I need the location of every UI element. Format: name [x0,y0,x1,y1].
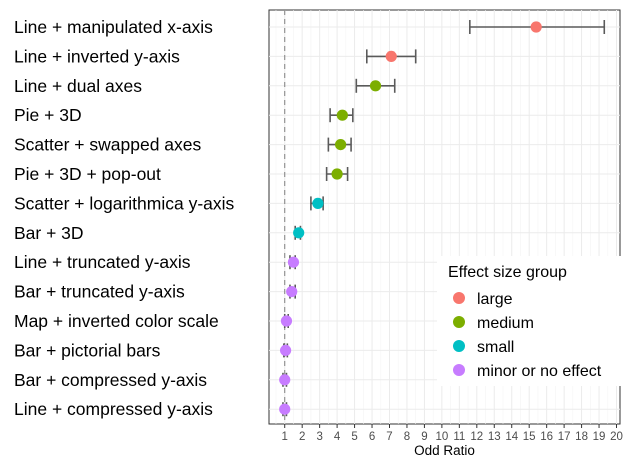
category-label: Scatter + swapped axes [14,135,202,155]
legend-label: large [477,291,513,308]
odds-ratio-point [279,403,291,415]
x-axis: 1 2 3 4 5 6 7 8 9 10 11 12 13 14 15 16 17 18 19 20 [282,424,623,443]
legend-key [453,316,465,328]
category-label: Bar + truncated y-axis [14,282,185,302]
x-tick-label: 14 [505,431,518,443]
odds-ratio-point [369,80,382,92]
category-label: Line + inverted y-axis [14,46,180,66]
x-tick-label: 1 [282,431,288,443]
estimate-row [469,20,606,34]
category-label: Bar + pictorial bars [14,340,161,360]
legend-title: Effect size group [448,264,567,281]
x-axis-title: Odd Ratio [414,443,475,458]
odds-ratio-point [287,256,300,268]
estimate-row [279,402,291,417]
x-tick-label: 8 [404,431,410,443]
category-label: Bar + compressed y-axis [14,370,207,390]
x-tick-label: 6 [369,431,375,443]
estimate-row [365,49,417,64]
estimate-row [280,314,293,328]
estimate-row [329,108,354,123]
x-tick-label: 3 [316,431,322,443]
x-tick-label: 13 [488,431,501,443]
odds-ratio-point [530,21,542,33]
category-label: Line + truncated y-axis [14,252,191,272]
x-tick-label: 5 [351,431,357,443]
x-tick-label: 17 [558,431,571,443]
odds-ratio-point [336,109,348,121]
x-tick-label: 9 [421,431,427,443]
estimate-row [325,167,349,181]
legend-label: medium [477,315,534,332]
estimate-row [293,225,305,240]
x-tick-label: 11 [453,431,465,443]
legend-label: minor or no effect [477,363,602,380]
category-label: Line + compressed y-axis [14,399,213,419]
legend-background [437,256,621,386]
estimate-row [286,284,298,299]
estimate-row [279,343,292,358]
x-tick-label: 4 [334,431,341,443]
odds-ratio-point [334,139,347,151]
data-marks [279,20,606,417]
odds-ratio-point [279,374,291,386]
category-label: Line + dual axes [14,76,142,96]
odds-ratio-point [331,168,343,180]
x-tick-label: 20 [610,431,623,443]
legend-key [453,364,465,376]
x-tick-label: 18 [575,431,588,443]
legend-key [453,340,465,352]
legend-key [453,292,465,304]
category-label: Pie + 3D [14,105,82,125]
odds-ratio-point [385,50,397,63]
odds-ratio-point [279,344,292,356]
category-label: Scatter + logarithmica y-axis [14,193,235,213]
category-label: Line + manipulated x-axis [14,17,213,37]
x-tick-label: 7 [386,431,392,443]
estimate-row [327,137,352,152]
category-labels: Line + manipulated x-axis Line + inverted… [14,17,235,419]
odds-ratio-point [286,286,298,298]
category-label: Pie + 3D + pop-out [14,164,161,184]
odds-ratio-point [293,227,305,239]
x-tick-label: 15 [523,431,536,443]
estimate-row [310,196,324,211]
category-label: Bar + 3D [14,223,84,243]
legend-label: small [477,339,514,356]
x-tick-label: 19 [593,431,606,443]
x-tick-label: 2 [299,431,305,443]
category-label: Map + inverted color scale [14,311,219,331]
odds-ratio-point [280,315,293,327]
estimate-row [287,255,300,270]
x-tick-label: 16 [540,431,553,443]
x-tick-label: 10 [435,431,448,443]
estimate-row [279,372,291,387]
legend: Effect size group large medium small minor … [437,256,621,386]
estimate-row [355,78,396,93]
x-tick-label: 12 [470,431,483,443]
odds-ratio-point [312,197,324,209]
